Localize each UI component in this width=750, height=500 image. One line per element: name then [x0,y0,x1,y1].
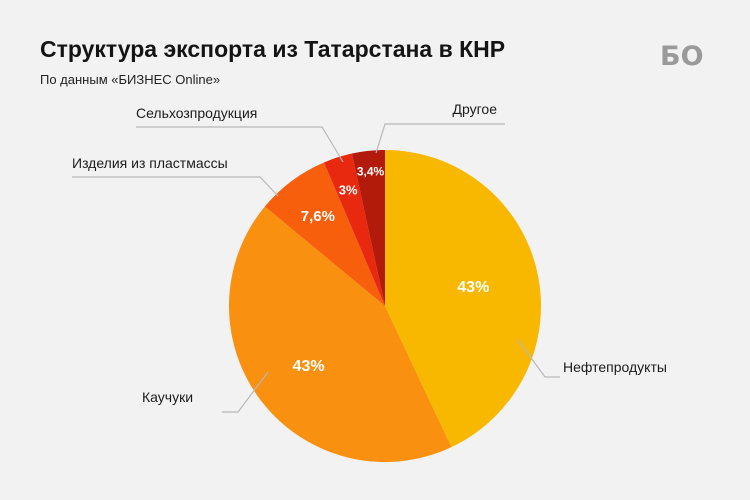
slice-label: Сельхозпродукция [136,105,257,121]
slice-value-label: 7,6% [301,208,335,225]
slice-label: Другое [453,101,498,117]
bo-logo: БО [660,41,704,72]
pie-slice [264,162,385,306]
chart-subtitle: По данным «БИЗНЕС Online» [40,72,221,87]
leader-line [375,123,505,154]
bo-logo-text: БО [660,41,704,72]
slice-value-label: 3,4% [357,164,385,178]
leader-line [517,339,560,378]
leader-line [72,176,279,197]
slice-label: Каучуки [142,389,193,405]
pie-slice [351,150,385,306]
slice-value-label: 3% [339,183,358,198]
pie-slice [385,150,541,448]
slice-value-label: 43% [293,358,325,375]
slice-value-label: 43% [457,279,489,296]
chart-title: Структура экспорта из Татарстана в КНР [40,36,506,62]
slice-label: Нефтепродукты [563,359,667,375]
pie-slice [229,206,452,462]
slice-label: Изделия из пластмассы [72,155,228,171]
leader-line [222,371,269,413]
pie-slice [323,153,385,306]
leader-line [136,126,344,163]
